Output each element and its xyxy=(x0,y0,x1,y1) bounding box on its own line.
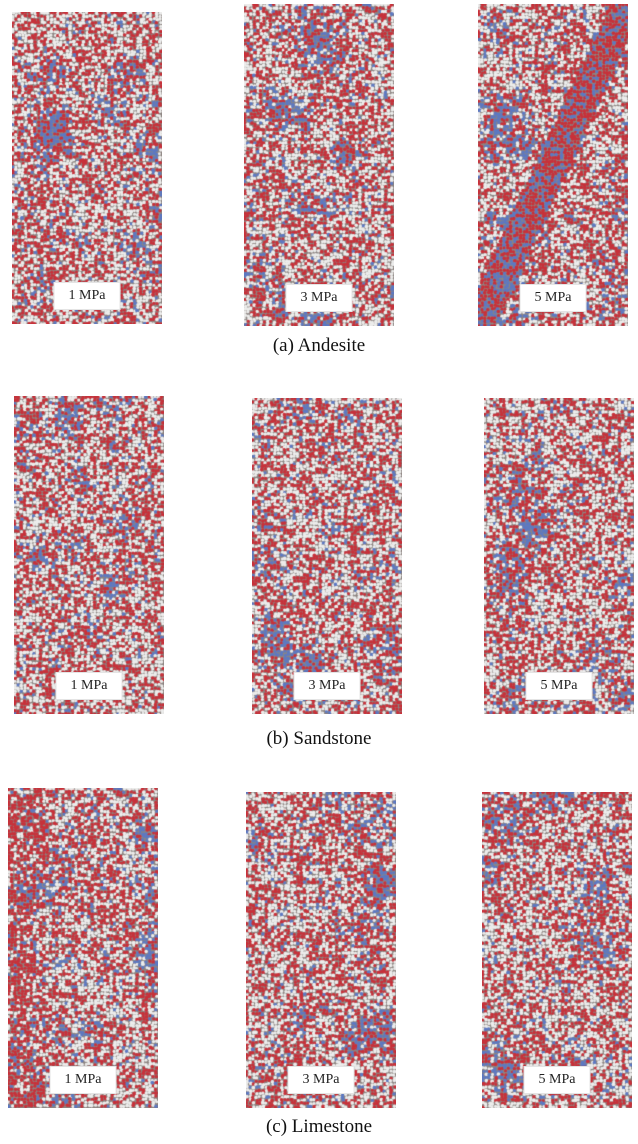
caption-sandstone: (b) Sandstone xyxy=(266,728,372,749)
sandstone-3mpa-panel: 3 MPa xyxy=(252,398,402,714)
pressure-label: 5 MPa xyxy=(525,672,593,700)
particle-field xyxy=(478,4,628,326)
pressure-label: 1 MPa xyxy=(53,282,121,310)
pressure-label: 5 MPa xyxy=(523,1066,591,1094)
sandstone-1mpa-panel: 1 MPa xyxy=(14,396,164,714)
pressure-label: 5 MPa xyxy=(519,284,587,312)
particle-field xyxy=(12,12,162,324)
particle-field xyxy=(246,792,396,1108)
pressure-label: 3 MPa xyxy=(285,284,353,312)
particle-field xyxy=(482,792,632,1108)
pressure-label: 1 MPa xyxy=(49,1066,117,1094)
particle-field xyxy=(484,398,634,714)
sandstone-5mpa-panel: 5 MPa xyxy=(484,398,634,714)
pressure-label: 1 MPa xyxy=(55,672,123,700)
particle-field xyxy=(244,4,394,326)
particle-field xyxy=(8,788,158,1108)
andesite-5mpa-panel: 5 MPa xyxy=(478,4,628,326)
particle-field xyxy=(252,398,402,714)
caption-limestone: (c) Limestone xyxy=(265,1116,373,1137)
caption-andesite: (a) Andesite xyxy=(272,335,366,356)
particle-field xyxy=(14,396,164,714)
andesite-1mpa-panel: 1 MPa xyxy=(12,12,162,324)
limestone-3mpa-panel: 3 MPa xyxy=(246,792,396,1108)
pressure-label: 3 MPa xyxy=(293,672,361,700)
limestone-5mpa-panel: 5 MPa xyxy=(482,792,632,1108)
pressure-label: 3 MPa xyxy=(287,1066,355,1094)
andesite-3mpa-panel: 3 MPa xyxy=(244,4,394,326)
limestone-1mpa-panel: 1 MPa xyxy=(8,788,158,1108)
